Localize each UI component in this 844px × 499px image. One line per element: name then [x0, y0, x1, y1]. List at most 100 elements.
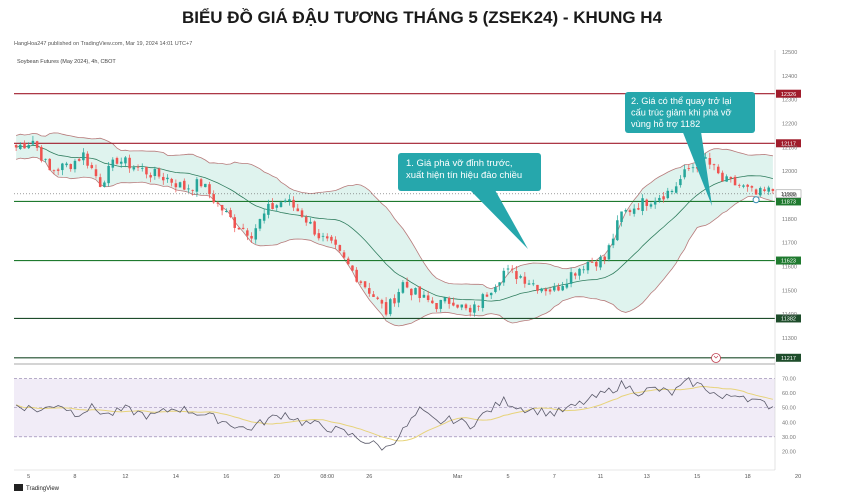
candle-body	[468, 307, 472, 313]
callout-1-box	[398, 153, 541, 191]
level-price-label: 11217	[781, 356, 796, 362]
candle-body	[595, 261, 598, 267]
candle-body	[750, 186, 754, 188]
price-tick-label: 12000	[782, 169, 797, 175]
candle-body	[426, 295, 430, 301]
candle-body	[359, 281, 363, 283]
candle-body	[132, 167, 136, 170]
candle-body	[393, 298, 396, 304]
callout-2-text: cấu trúc giảm khi phá vỡ	[631, 108, 732, 118]
candle-body	[510, 268, 514, 270]
candle-body	[637, 208, 640, 210]
candle-body	[220, 204, 224, 211]
callout-2-pointer	[680, 125, 712, 206]
price-tick-label: 12300	[782, 98, 797, 104]
candle-body	[649, 204, 653, 207]
level-price-label: 12117	[781, 141, 796, 147]
bollinger-band-fill	[16, 132, 773, 326]
candle-body	[477, 305, 480, 307]
candle-body	[237, 227, 241, 230]
candle-body	[296, 208, 300, 212]
candle-body	[145, 167, 148, 175]
symbol-label: Soybean Futures (May 2024), 4h, CBOT	[17, 59, 116, 65]
candle-body	[380, 300, 384, 304]
rsi-ma-line	[15, 385, 774, 442]
level-price-label: 11382	[781, 317, 796, 323]
candle-body	[431, 300, 434, 304]
candle-body	[456, 304, 459, 308]
candle-body	[124, 157, 127, 164]
candle-body	[515, 271, 518, 280]
candle-body	[250, 235, 253, 239]
candle-body	[670, 190, 674, 193]
time-tick-label: 16	[223, 474, 229, 480]
candle-body	[767, 187, 770, 192]
candle-body	[212, 194, 215, 203]
candle-body	[355, 269, 358, 282]
candle-body	[115, 157, 119, 164]
time-tick-label: 11	[598, 474, 604, 480]
price-tick-label: 11900	[782, 193, 797, 199]
candle-body	[103, 182, 106, 187]
candle-body	[674, 186, 678, 193]
candle-body	[35, 141, 39, 148]
candle-body	[271, 203, 274, 210]
candle-body	[300, 210, 304, 217]
candle-body	[414, 288, 417, 295]
candle-body	[620, 211, 623, 223]
candle-body	[258, 219, 262, 229]
candle-body	[464, 304, 468, 309]
candle-body	[599, 256, 602, 268]
time-tick-label: 7	[553, 474, 556, 480]
candle-body	[574, 273, 577, 276]
candle-body	[410, 288, 413, 296]
bollinger-upper	[15, 132, 773, 290]
candle-body	[183, 180, 186, 190]
candle-body	[288, 199, 291, 202]
price-tick-label: 12100	[782, 145, 797, 151]
candle-body	[481, 294, 485, 308]
candle-body	[98, 177, 102, 187]
candle-body	[254, 228, 258, 240]
candle-body	[628, 210, 632, 213]
candle-body	[611, 238, 615, 246]
time-tick-label: 26	[366, 474, 372, 480]
candle-body	[157, 168, 161, 177]
candle-body	[531, 283, 535, 285]
candle-body	[603, 256, 606, 260]
time-tick-label: 13	[644, 474, 650, 480]
candle-body	[128, 157, 131, 169]
candle-body	[494, 286, 497, 292]
candle-body	[351, 265, 354, 271]
candle-body	[191, 189, 194, 191]
candle-body	[506, 268, 510, 270]
candle-body	[363, 281, 367, 288]
candle-body	[166, 177, 169, 180]
candle-body	[666, 190, 670, 199]
candle-body	[161, 176, 165, 181]
time-tick-label: 8	[73, 474, 76, 480]
candle-body	[61, 163, 64, 171]
candle-body	[536, 284, 539, 291]
candle-body	[321, 235, 325, 237]
candle-body	[716, 166, 720, 174]
current-price-label: 11909	[781, 192, 796, 198]
time-tick-label: 15	[694, 474, 700, 480]
rsi-line	[15, 376, 774, 451]
candle-body	[304, 216, 308, 223]
candle-body	[187, 188, 190, 190]
candle-body	[153, 168, 157, 177]
candle-body	[73, 160, 77, 170]
candle-body	[418, 286, 421, 299]
candle-body	[384, 302, 388, 315]
brand-label: TradingView	[26, 486, 60, 492]
candle-body	[544, 289, 548, 292]
candle-body	[653, 201, 657, 205]
rsi-tick-label: 50.00	[782, 406, 796, 412]
candle-body	[279, 202, 283, 207]
candle-body	[368, 288, 371, 294]
candle-body	[136, 166, 140, 168]
publisher-note: HangHoa247 published on TradingView.com,…	[14, 41, 192, 47]
candle-body	[14, 145, 18, 148]
candle-body	[578, 268, 581, 276]
